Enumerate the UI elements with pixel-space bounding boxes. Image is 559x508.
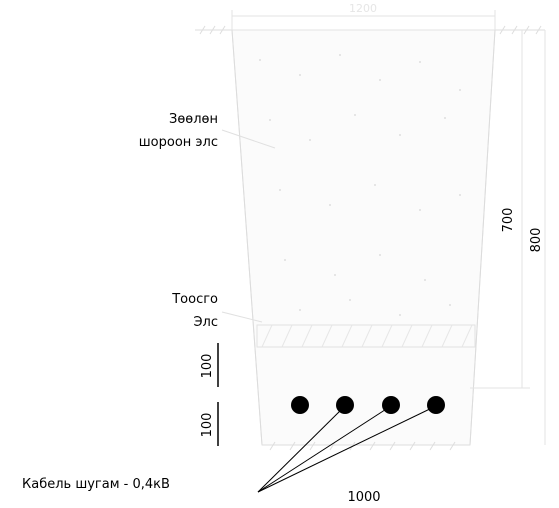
bottom-layer-dimension: 100 — [200, 402, 219, 446]
sand-leader — [221, 311, 263, 323]
loose-soil-leader — [221, 129, 276, 149]
cable-3 — [382, 396, 400, 414]
brick-layer — [256, 324, 476, 348]
bottom-layer-thickness-label: 100 — [200, 413, 215, 438]
trench-fill — [231, 29, 496, 446]
top-width-label: 1200 — [349, 2, 377, 15]
trench-right-wall — [469, 29, 496, 446]
brick-hatch — [261, 324, 473, 348]
cables — [291, 396, 445, 414]
cable-4 — [427, 396, 445, 414]
soil-texture — [259, 54, 461, 316]
inner-depth-label: 700 — [501, 208, 516, 233]
loose-soil-label-line1: Зөөлөн — [169, 112, 218, 127]
loose-soil-label-line2: шороон элс — [139, 135, 218, 150]
trench-left-wall — [231, 29, 263, 446]
brick-layer-dimension: 100 — [200, 343, 219, 387]
bottom-width-label: 1000 — [347, 490, 380, 505]
cable-callout-label: Кабель шугам - 0,4кВ — [22, 477, 170, 492]
depth-dimension-lines — [470, 30, 546, 445]
cable-leader-2 — [257, 405, 346, 493]
total-depth-label: 800 — [529, 228, 544, 253]
cable-leader-4 — [257, 405, 437, 493]
top-width-dimension: 1200 — [231, 2, 496, 30]
cable-leaders — [257, 405, 437, 493]
sand-label-line1: Тоосго — [171, 292, 218, 307]
cable-1 — [291, 396, 309, 414]
sand-label-line2: Элс — [193, 315, 218, 330]
cable-2 — [336, 396, 354, 414]
ground-hatch-top — [195, 25, 545, 35]
brick-layer-thickness-label: 100 — [200, 354, 215, 379]
cable-leader-3 — [257, 405, 392, 493]
trench-section — [195, 25, 545, 451]
